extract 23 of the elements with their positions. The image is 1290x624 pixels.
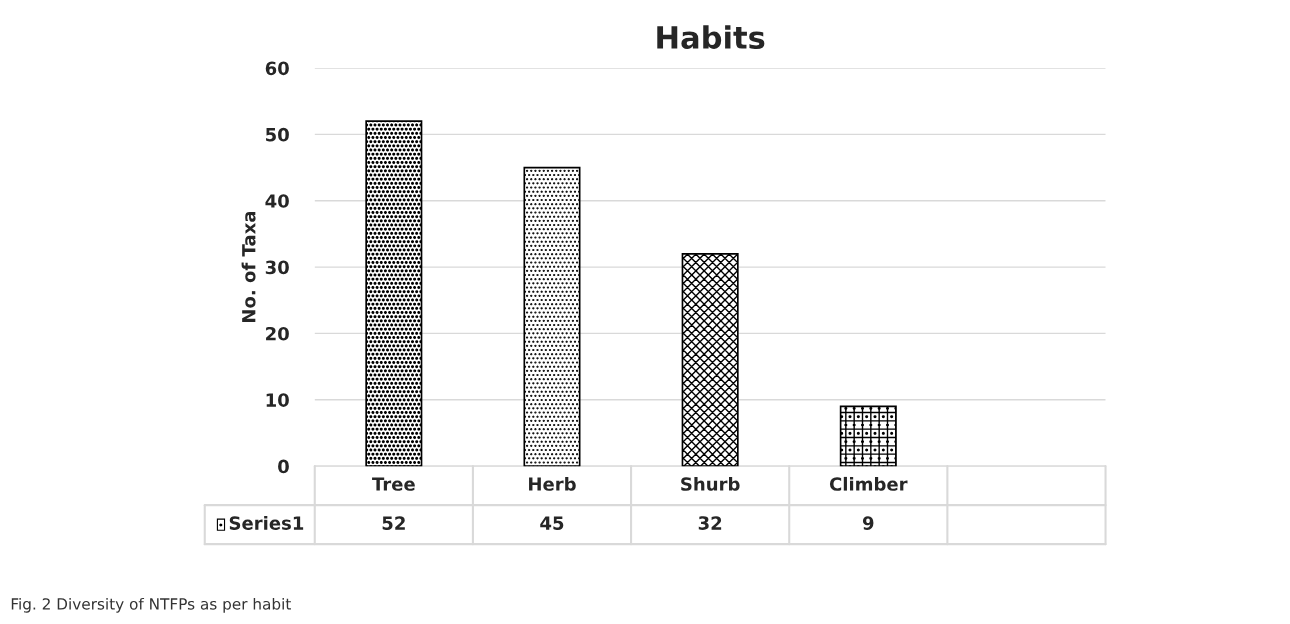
y-tick-label: 20 [266, 326, 289, 341]
x-tick-label: Herb [529, 476, 576, 491]
y-tick-label: 30 [265, 260, 289, 275]
data-label: 9 [862, 516, 874, 530]
y-axis-title: No. of Taxa [241, 211, 256, 323]
bar [681, 252, 739, 467]
data-label: 32 [698, 516, 722, 530]
x-tick-label: Tree [372, 477, 415, 491]
y-tick-label: 60 [265, 61, 289, 76]
y-tick-label: 50 [266, 127, 289, 142]
text: Series1 [229, 515, 304, 530]
chart-title: Habits [657, 25, 765, 50]
y-tick-label: 10 [266, 393, 289, 407]
bar [839, 405, 897, 467]
caption: Fig. 2 Diversity of NTFPs as per habit [11, 597, 291, 613]
bar [365, 120, 423, 467]
y-tick-label: 40 [265, 194, 289, 208]
x-tick-label: Shurb [681, 476, 740, 491]
data-label: 52 [382, 516, 405, 530]
y-tick-label: 0 [278, 459, 289, 474]
data-label: 45 [540, 516, 564, 530]
x-tick-label: Climber [829, 476, 908, 491]
bar [523, 166, 581, 467]
